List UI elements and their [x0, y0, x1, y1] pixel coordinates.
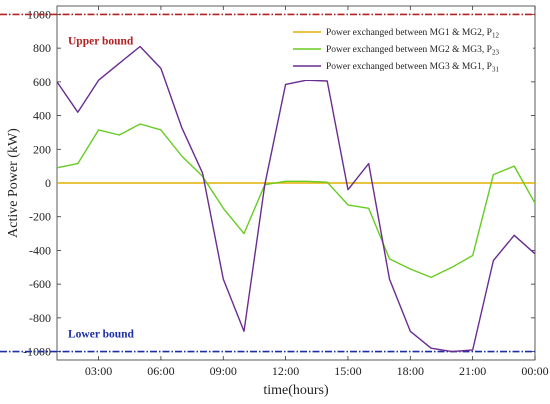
- x-tick-label: 12:00: [272, 364, 299, 378]
- y-tick-label: 200: [33, 142, 51, 156]
- legend-label: Power exchanged between MG1 & MG2, P: [326, 28, 492, 38]
- y-tick-label: -400: [29, 243, 51, 257]
- x-tick-label: 03:00: [85, 364, 112, 378]
- y-axis-title: Active Power (kW): [6, 128, 21, 238]
- legend-entry-31: Power exchanged between MG3 & MG1, P31: [326, 62, 499, 74]
- x-tick-label: 21:00: [459, 364, 486, 378]
- y-tick-label: -1000: [23, 345, 51, 359]
- y-tick-label: -800: [29, 311, 51, 325]
- series-line-23: [56, 123, 536, 279]
- y-tick-label: 0: [45, 176, 51, 190]
- legend-entry-23: Power exchanged between MG2 & MG3, P23: [326, 45, 499, 57]
- upper-bound-label: Upper bound: [68, 35, 134, 47]
- legend-label: Power exchanged between MG3 & MG1, P: [326, 62, 492, 72]
- legend-subscript: 12: [492, 32, 500, 40]
- x-tick-label: 06:00: [147, 364, 174, 378]
- x-axis-title: time(hours): [263, 383, 329, 398]
- x-tick-label: 09:00: [210, 364, 237, 378]
- x-tick-label: 18:00: [397, 364, 424, 378]
- y-tick-label: 600: [33, 75, 51, 89]
- legend-subscript: 23: [492, 49, 500, 57]
- y-tick-label: 800: [33, 41, 51, 55]
- y-tick-label: -600: [29, 277, 51, 291]
- series-line-31: [56, 45, 536, 353]
- y-tick-label: -200: [29, 210, 51, 224]
- x-tick-label: 15:00: [334, 364, 361, 378]
- x-tick-label: 00:00: [521, 364, 548, 378]
- legend-box: [287, 23, 533, 80]
- legend-subscript: 31: [492, 66, 500, 74]
- legend-entry-12: Power exchanged between MG1 & MG2, P12: [326, 28, 499, 40]
- legend-label: Power exchanged between MG2 & MG3, P: [326, 45, 492, 55]
- y-tick-label: 400: [33, 109, 51, 123]
- lower-bound-label: Lower bound: [68, 329, 135, 341]
